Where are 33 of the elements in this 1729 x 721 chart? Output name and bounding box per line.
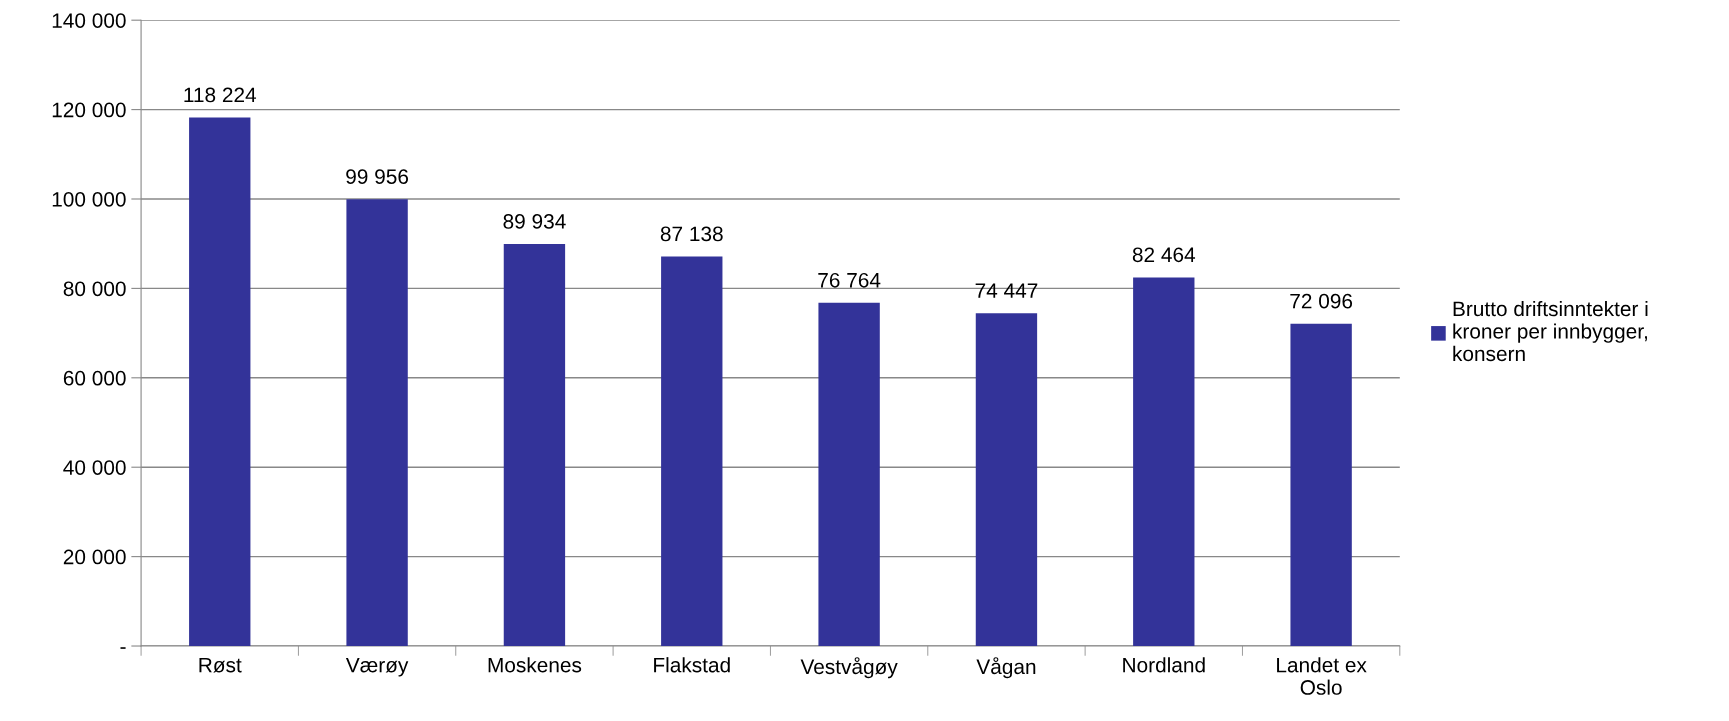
x-tick-label: Vågan: [976, 657, 1036, 679]
data-label: 87 138: [660, 226, 723, 242]
y-tick-label: -: [120, 647, 126, 649]
x-tick-label: Røst: [199, 657, 242, 673]
data-label: 74 447: [975, 283, 1038, 298]
bar: [661, 256, 723, 647]
y-tick-label: 140 000: [52, 13, 126, 28]
bar: [503, 243, 566, 647]
x-tick-label: Moskenes: [488, 657, 582, 673]
data-label: 82 464: [1132, 247, 1196, 263]
y-tick-label: 100 000: [52, 192, 126, 207]
y-tick-label: 120 000: [52, 102, 126, 118]
bar: [346, 199, 408, 647]
y-tick-label: 40 000: [63, 460, 126, 475]
y-tick-label: 60 000: [63, 370, 126, 386]
x-tick-label: Værøy: [345, 657, 409, 677]
data-label: 99 956: [346, 169, 409, 184]
y-tick-label: 80 000: [63, 281, 126, 297]
bar: [1133, 277, 1195, 647]
bar: [1290, 323, 1352, 647]
x-tick-label: Nordland: [1123, 657, 1205, 673]
bar: [975, 313, 1038, 647]
x-tick-label: Flakstad: [654, 657, 730, 673]
x-tick-label: Landet ex Oslo: [1277, 657, 1367, 695]
bar: [818, 302, 880, 647]
data-label: 72 096: [1290, 293, 1353, 309]
data-label: 118 224: [184, 87, 257, 103]
data-label: 76 764: [818, 272, 881, 288]
y-tick-label: 20 000: [63, 549, 126, 565]
data-label: 89 934: [503, 214, 566, 229]
x-tick-label: Vestvågøy: [800, 657, 898, 679]
bar: [189, 117, 251, 647]
legend-label: Brutto driftsinntekter i kroner per innbygger, konsern: [1453, 300, 1648, 362]
